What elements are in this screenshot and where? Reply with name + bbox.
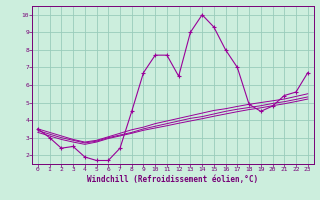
X-axis label: Windchill (Refroidissement éolien,°C): Windchill (Refroidissement éolien,°C) bbox=[87, 175, 258, 184]
